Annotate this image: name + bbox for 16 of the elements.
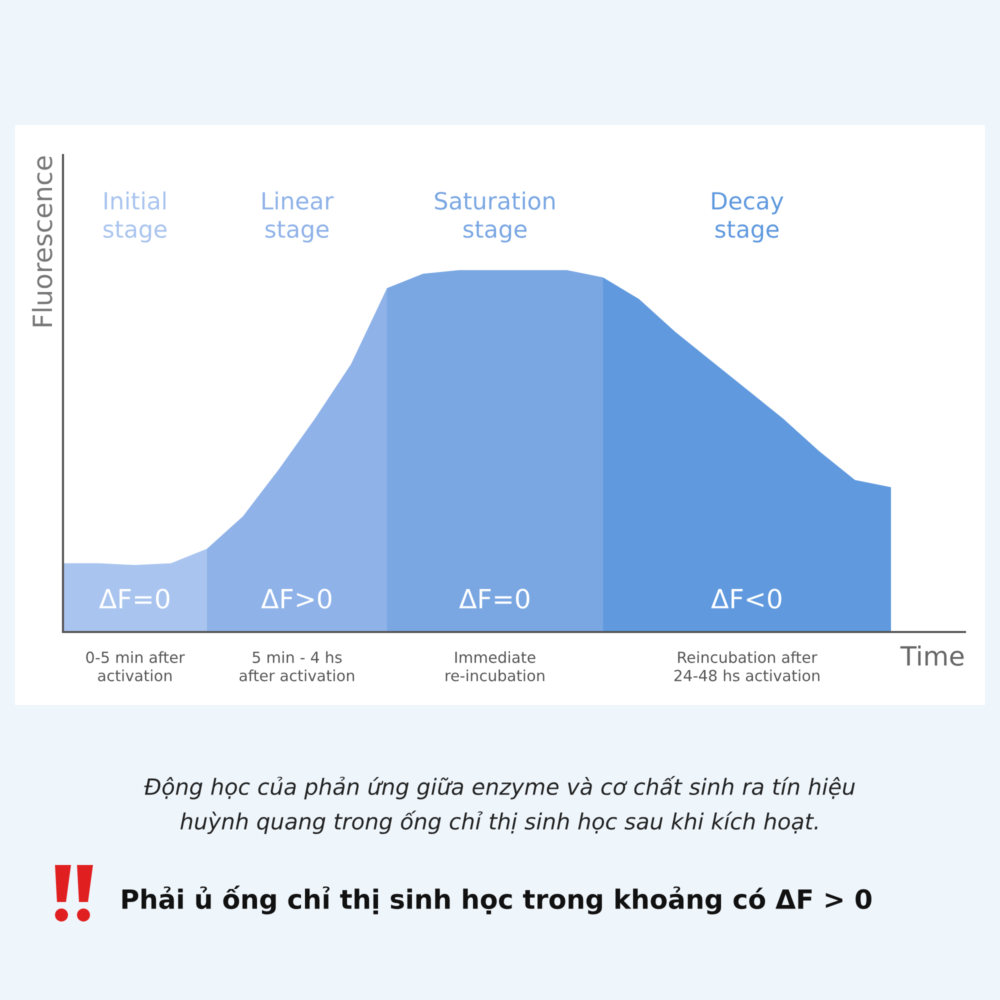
annotation: ΔF=0 [99,588,170,609]
text: Reincubation after 24-48 hs activation [674,651,820,682]
annotation: ΔF>0 [261,588,332,609]
text: Động học của phản ứng giữa enzyme và cơ chất sinh ra tín hiệu huỳnh quang trong ống chỉ thị sinh học sau khi kích hoạt. [144,776,855,834]
series-label: Saturation stage [435,191,555,243]
text: 0-5 min after activation [86,651,185,682]
annotation: ΔF=0 [459,588,530,609]
text: Initial stage [104,191,167,243]
text: 5 min - 4 hs after activation [240,651,354,682]
annotation: ΔF<0 [711,588,782,609]
text: Phải ủ ống chỉ thị sinh học trong khoảng có ΔF > 0 [122,886,872,914]
text: Linear stage [262,191,334,243]
text: Decay stage [712,192,784,243]
text: Immediate re-incubation [446,651,544,682]
x-axis-title: Time [900,645,964,666]
y-axis-title: Fluorescence [32,156,52,326]
